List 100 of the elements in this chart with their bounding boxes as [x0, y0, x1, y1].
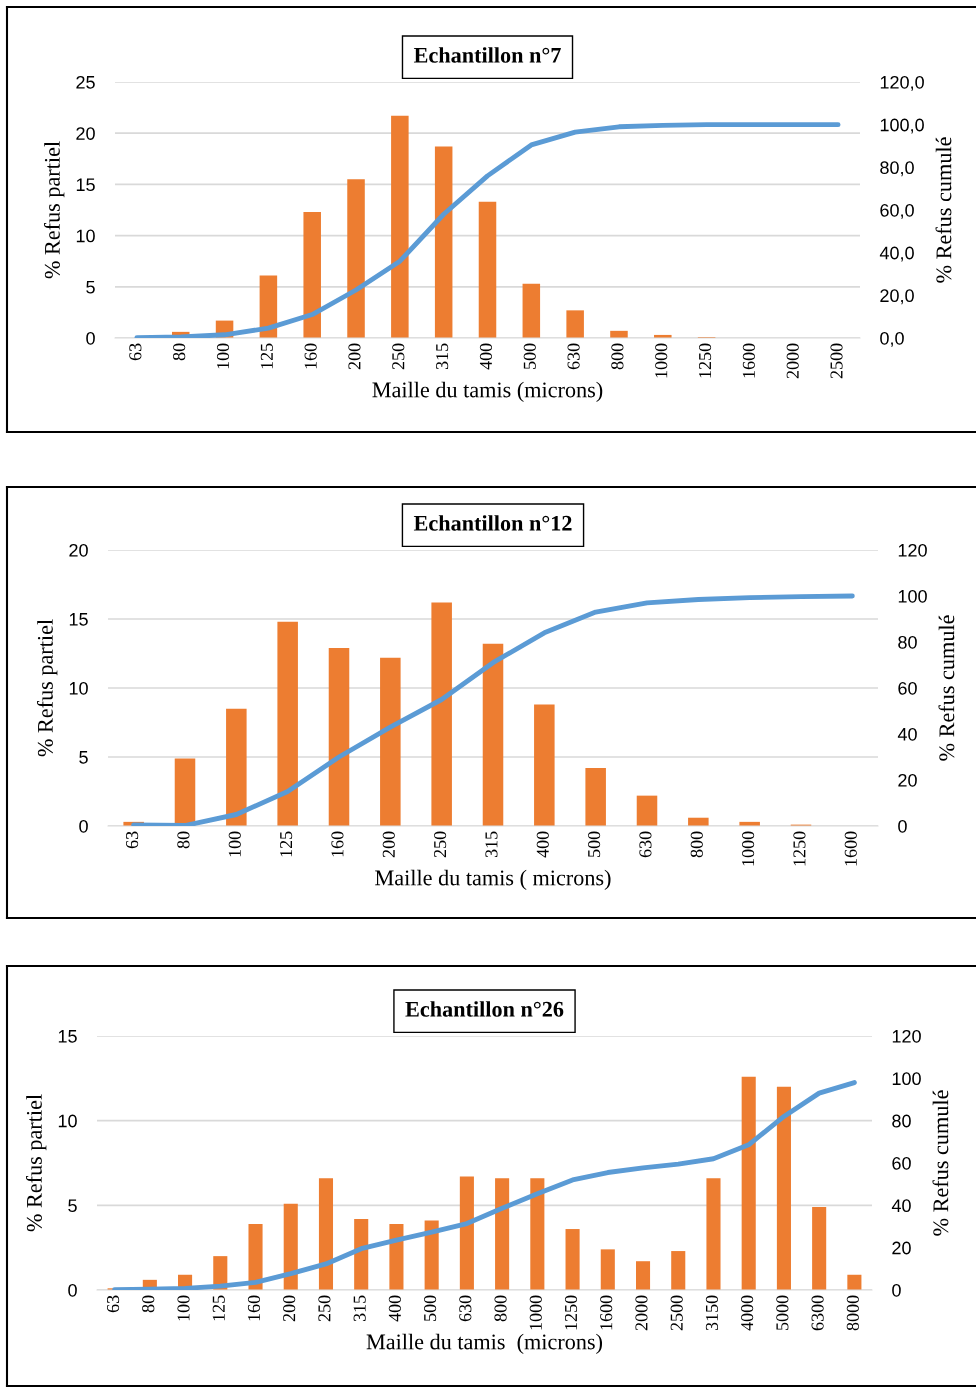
x-tick-label: 2500: [670, 1295, 683, 1331]
y-axis-title: % Refus partiel: [43, 141, 65, 279]
y-tick-label: 10: [58, 1114, 77, 1128]
x-tick-label: 630: [639, 831, 652, 858]
y2-tick-label: 120: [892, 1029, 921, 1043]
x-tick-label: 100: [216, 343, 230, 369]
x-tick-label: 500: [423, 1295, 437, 1321]
x-tick-label: 315: [353, 1295, 366, 1322]
y-tick-label: 20: [76, 127, 95, 140]
x-tick-label: 1000: [655, 343, 668, 378]
y2-tick-label: 60: [898, 681, 917, 695]
x-tick-label: 63: [107, 1295, 120, 1313]
x-tick-label: 630: [459, 1295, 472, 1322]
y-tick-label: 10: [76, 229, 95, 243]
x-tick-label: 500: [588, 831, 601, 857]
x-tick-label: 125: [280, 831, 293, 857]
x-axis-title: Maille du tamis (microns): [366, 1333, 603, 1354]
x-tick-label: 63: [129, 343, 142, 361]
y2-tick-label: 0,0: [880, 331, 904, 347]
y-axis-title: % Refus partiel: [36, 619, 58, 757]
y-tick-label: 0: [68, 1283, 77, 1297]
x-tick-label: 800: [611, 343, 624, 370]
x-tick-label: 160: [247, 1295, 261, 1321]
x-tick-label: 250: [392, 343, 405, 370]
x-axis-title: Maille du tamis ( microns): [375, 869, 611, 890]
x-tick-label: 400: [479, 343, 493, 370]
x-tick-label: 315: [485, 831, 498, 858]
x-tick-label: 1600: [844, 831, 857, 866]
x-tick-label: 1600: [742, 343, 755, 378]
x-tick-label: 1600: [600, 1295, 613, 1330]
x-tick-label: 2000: [635, 1295, 648, 1331]
x-tick-label: 125: [260, 343, 273, 369]
y2-tick-label: 40: [891, 1199, 911, 1213]
x-tick-label: 125: [212, 1295, 225, 1321]
y2-tick-label: 120: [898, 543, 927, 557]
y-tick-label: 0: [86, 331, 95, 345]
y2-tick-label: 100: [898, 589, 927, 603]
y-axis-title: % Refus partiel: [25, 1094, 47, 1232]
x-tick-label: 315: [436, 343, 449, 370]
x-tick-label: 1250: [564, 1295, 578, 1330]
chart-title: Echantillon n°7: [413, 47, 561, 63]
x-tick-label: 63: [126, 831, 139, 849]
x-tick-label: 160: [304, 343, 317, 369]
x-tick-label: 2500: [830, 343, 843, 379]
y2-tick-label: 80: [898, 635, 917, 649]
y2-tick-label: 20,0: [880, 289, 914, 305]
y-tick-label: 10: [69, 681, 88, 695]
y2-tick-label: 100: [892, 1072, 921, 1086]
x-tick-label: 80: [173, 343, 186, 361]
x-tick-label: 500: [523, 343, 536, 369]
chart-title: Echantillon n°12: [413, 515, 572, 531]
x-tick-label: 400: [388, 1295, 401, 1322]
y-tick-label: 5: [79, 751, 88, 764]
x-tick-label: 630: [567, 343, 580, 370]
y-tick-label: 20: [69, 543, 88, 557]
x-tick-label: 3150: [705, 1295, 718, 1331]
y-tick-label: 0: [79, 819, 88, 833]
x-tick-label: 800: [494, 1295, 507, 1322]
x-tick-label: 200: [283, 1295, 296, 1322]
y-tick-label: 15: [76, 178, 95, 192]
y2-tick-label: 40: [897, 727, 917, 741]
x-tick-label: 250: [318, 1295, 331, 1322]
y2-tick-label: 40,0: [879, 246, 914, 262]
x-tick-label: 1250: [793, 831, 806, 866]
x-tick-label: 100: [228, 831, 241, 857]
y-tick-label: 5: [68, 1199, 77, 1213]
x-tick-label: 4000: [741, 1295, 754, 1331]
y2-tick-label: 60,0: [880, 203, 914, 219]
x-tick-label: 80: [177, 831, 190, 849]
x-axis-title: Maille du tamis (microns): [372, 381, 603, 402]
y2-tick-label: 100,0: [880, 118, 924, 134]
y2-tick-label: 0: [898, 819, 907, 833]
x-tick-label: 400: [536, 831, 549, 858]
y2-axis-title: % Refus cumulé: [935, 137, 952, 283]
x-tick-label: 1250: [698, 343, 712, 378]
x-tick-label: 2000: [786, 343, 799, 379]
x-tick-label: 8000: [846, 1295, 859, 1331]
y2-tick-label: 60: [892, 1156, 911, 1170]
x-tick-label: 100: [177, 1295, 190, 1321]
y2-tick-label: 20: [898, 773, 917, 787]
x-tick-label: 250: [434, 831, 447, 858]
x-tick-label: 1000: [529, 1295, 542, 1330]
x-tick-label: 200: [382, 831, 395, 858]
y2-tick-label: 80: [892, 1114, 911, 1128]
y2-tick-label: 120,0: [880, 75, 924, 91]
x-tick-label: 200: [348, 343, 361, 370]
y2-tick-label: 0: [892, 1283, 901, 1297]
x-tick-label: 80: [142, 1295, 155, 1313]
y-tick-label: 25: [76, 75, 95, 89]
x-tick-label: 800: [690, 831, 703, 858]
y2-axis-title: % Refus cumulé: [938, 615, 955, 761]
x-tick-label: 6300: [811, 1295, 824, 1331]
x-tick-label: 1000: [742, 831, 755, 866]
chart-title: Echantillon n°26: [405, 1001, 564, 1017]
x-tick-label: 160: [331, 831, 344, 857]
y-tick-label: 15: [69, 613, 88, 626]
y-tick-label: 15: [58, 1030, 77, 1043]
y2-tick-label: 80,0: [880, 161, 914, 177]
y2-axis-title: % Refus cumulé: [932, 1090, 949, 1236]
y-tick-label: 5: [86, 280, 95, 294]
